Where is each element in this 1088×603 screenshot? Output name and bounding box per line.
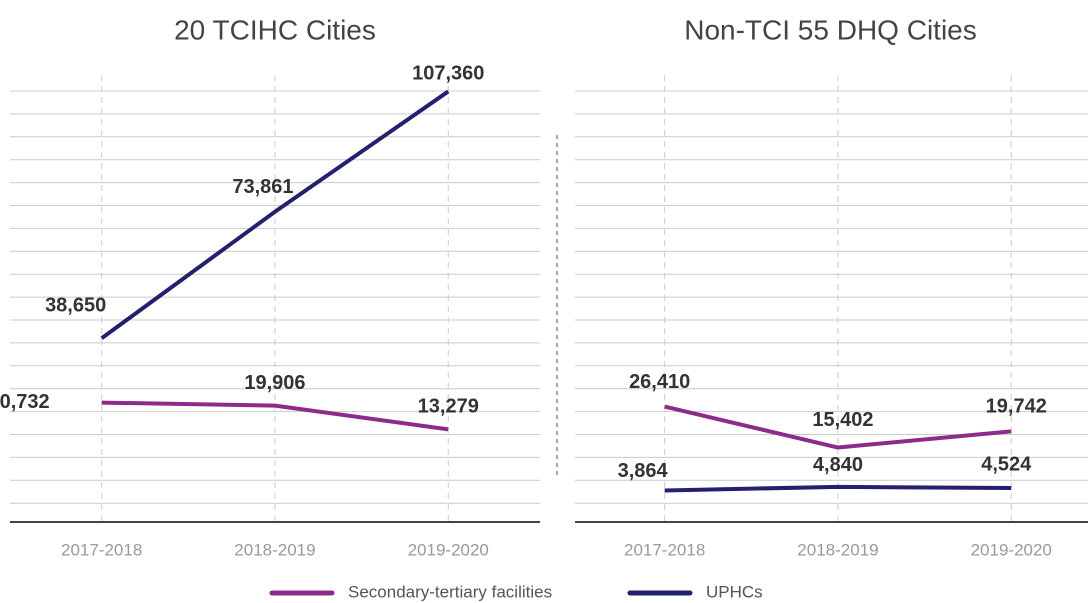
series-line	[100, 89, 450, 340]
series-line	[101, 400, 449, 432]
data-label: 19,906	[244, 372, 305, 394]
x-tick-label: 2018-2019	[234, 540, 315, 559]
data-label: 26,410	[629, 371, 690, 393]
data-label: 4,524	[981, 453, 1032, 475]
data-label: 3,864	[618, 460, 669, 482]
x-tick-label: 2019-2020	[971, 540, 1052, 559]
data-label: 13,279	[418, 396, 479, 418]
chart-title: 20 TCIHC Cities	[174, 14, 376, 45]
data-label: 107,360	[412, 63, 484, 85]
data-label: 15,402	[812, 409, 873, 431]
chart-title: Non-TCI 55 DHQ Cities	[684, 14, 977, 45]
x-tick-label: 2019-2020	[408, 540, 489, 559]
x-tick-label: 2017-2018	[624, 540, 705, 559]
series-line	[664, 484, 1012, 493]
legend-label: UPHCs	[706, 582, 763, 601]
legend-label: Secondary-tertiary facilities	[348, 582, 552, 601]
data-label: 73,861	[232, 176, 293, 198]
x-tick-label: 2018-2019	[797, 540, 878, 559]
data-label: 4,840	[813, 454, 863, 476]
data-label: 19,742	[986, 396, 1047, 418]
x-tick-label: 2017-2018	[61, 540, 142, 559]
data-label: 20,732	[0, 391, 50, 413]
data-label: 38,650	[45, 295, 106, 317]
series-line	[664, 404, 1012, 450]
